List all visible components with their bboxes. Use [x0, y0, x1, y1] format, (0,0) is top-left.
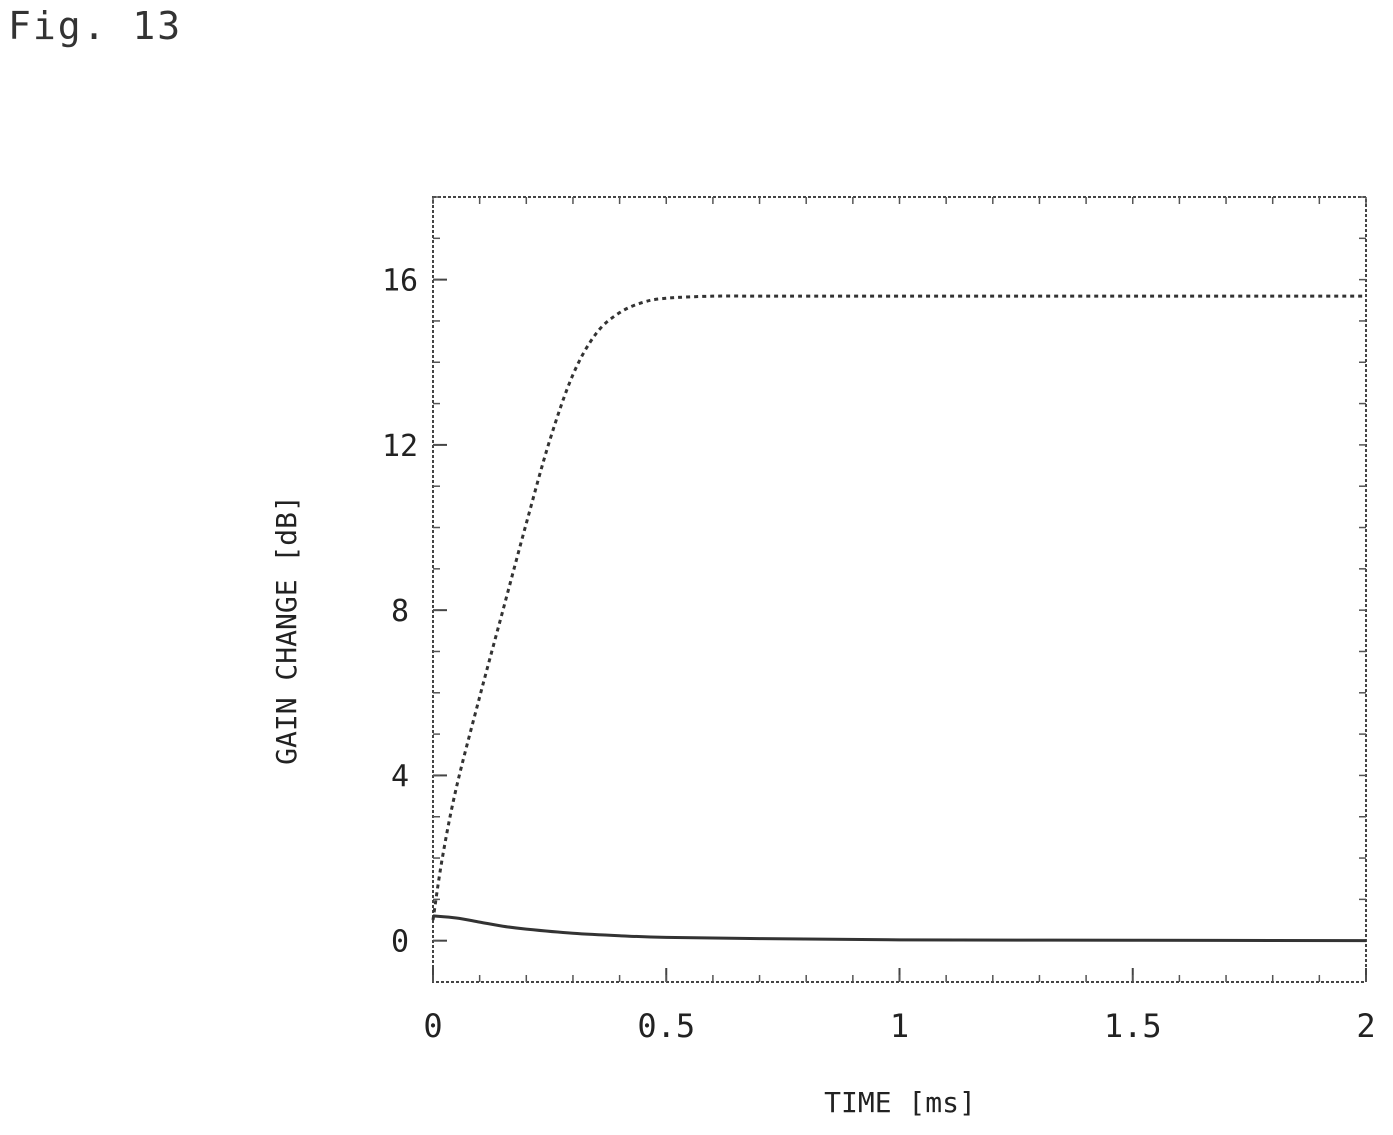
y-tick-label: 0: [391, 925, 409, 960]
y-tick-label: 4: [391, 759, 409, 794]
x-ticks: 0 0.5 1 1.5 2: [423, 197, 1376, 1045]
y-axis-label: GAIN CHANGE [dB]: [270, 495, 303, 765]
y-tick-label: 16: [382, 264, 418, 299]
plot-frame: [432, 196, 1367, 983]
y-ticks: 0 4 8 12 16: [382, 196, 1366, 960]
x-axis-label: TIME [ms]: [824, 1086, 976, 1119]
y-tick-label: 12: [382, 429, 418, 464]
figure-label: Fig. 13: [8, 4, 183, 48]
x-tick-label: 1.5: [1104, 1007, 1162, 1045]
x-tick-label: 0: [423, 1007, 442, 1045]
x-tick-label: 2: [1356, 1007, 1375, 1045]
series-layer: [431, 294, 1367, 943]
x-tick-label: 1: [890, 1007, 909, 1045]
x-tick-label: 0.5: [637, 1007, 695, 1045]
series-line-dashed: [431, 294, 1366, 921]
series-line-solid: [432, 914, 1367, 943]
y-tick-label: 8: [391, 594, 409, 629]
